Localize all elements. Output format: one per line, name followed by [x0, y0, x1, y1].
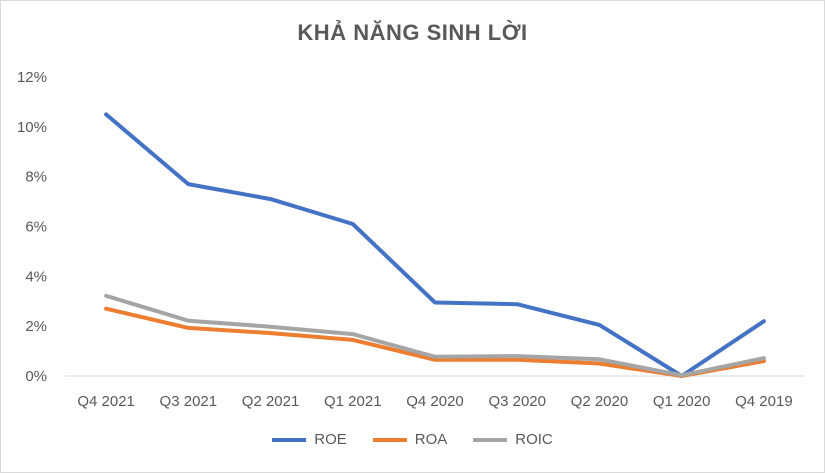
legend-swatch-roe	[272, 437, 307, 442]
legend-label-roa: ROA	[414, 431, 448, 448]
x-tick-label: Q2 2021	[242, 393, 300, 410]
x-tick-label: Q3 2021	[160, 393, 218, 410]
y-tick-label: 12%	[17, 69, 47, 86]
x-axis-ticks: Q4 2021 Q3 2021 Q2 2021 Q1 2021 Q4 2020 Q3 20…	[77, 393, 792, 410]
x-tick-label: Q2 2020	[571, 393, 629, 410]
y-axis-ticks: 0% 2% 4% 6% 8% 10% 12%	[17, 69, 47, 385]
x-tick-label: Q4 2021	[77, 393, 135, 410]
legend: ROE ROA ROIC	[0, 431, 825, 448]
x-tick-label: Q4 2020	[406, 393, 464, 410]
legend-swatch-roa	[372, 437, 407, 442]
chart-title: KHẢ NĂNG SINH LỜI	[297, 20, 528, 45]
y-tick-label: 0%	[25, 368, 47, 385]
series-line-roic	[104, 293, 766, 378]
x-tick-label: Q1 2021	[324, 393, 382, 410]
y-tick-label: 2%	[25, 318, 47, 335]
legend-item-roa: ROA	[372, 431, 448, 448]
legend-label-roe: ROE	[314, 431, 347, 448]
x-tick-label: Q4 2019	[735, 393, 793, 410]
legend-item-roe: ROE	[272, 431, 347, 448]
legend-swatch-roic	[473, 437, 508, 442]
y-tick-label: 10%	[17, 119, 47, 136]
y-tick-label: 4%	[25, 268, 47, 285]
y-tick-label: 8%	[25, 169, 47, 186]
x-tick-label: Q3 2020	[488, 393, 546, 410]
x-tick-label: Q1 2020	[653, 393, 711, 410]
series-line-roe	[104, 112, 766, 378]
series-lines	[104, 112, 766, 378]
legend-item-roic: ROIC	[473, 431, 553, 448]
y-tick-label: 6%	[25, 219, 47, 236]
legend-label-roic: ROIC	[515, 431, 553, 448]
